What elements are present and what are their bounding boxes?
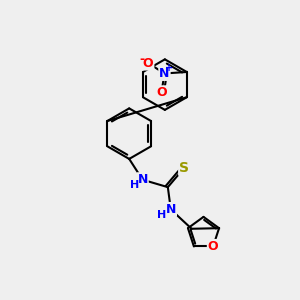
Text: O: O bbox=[156, 86, 167, 99]
Text: H: H bbox=[157, 210, 167, 220]
Text: +: + bbox=[165, 63, 173, 73]
Text: H: H bbox=[130, 180, 139, 190]
Text: O: O bbox=[143, 57, 153, 70]
Text: S: S bbox=[179, 161, 189, 175]
Text: O: O bbox=[208, 240, 218, 253]
Text: N: N bbox=[137, 173, 148, 186]
Text: N: N bbox=[159, 67, 170, 80]
Text: N: N bbox=[166, 203, 176, 216]
Text: -: - bbox=[139, 53, 144, 66]
